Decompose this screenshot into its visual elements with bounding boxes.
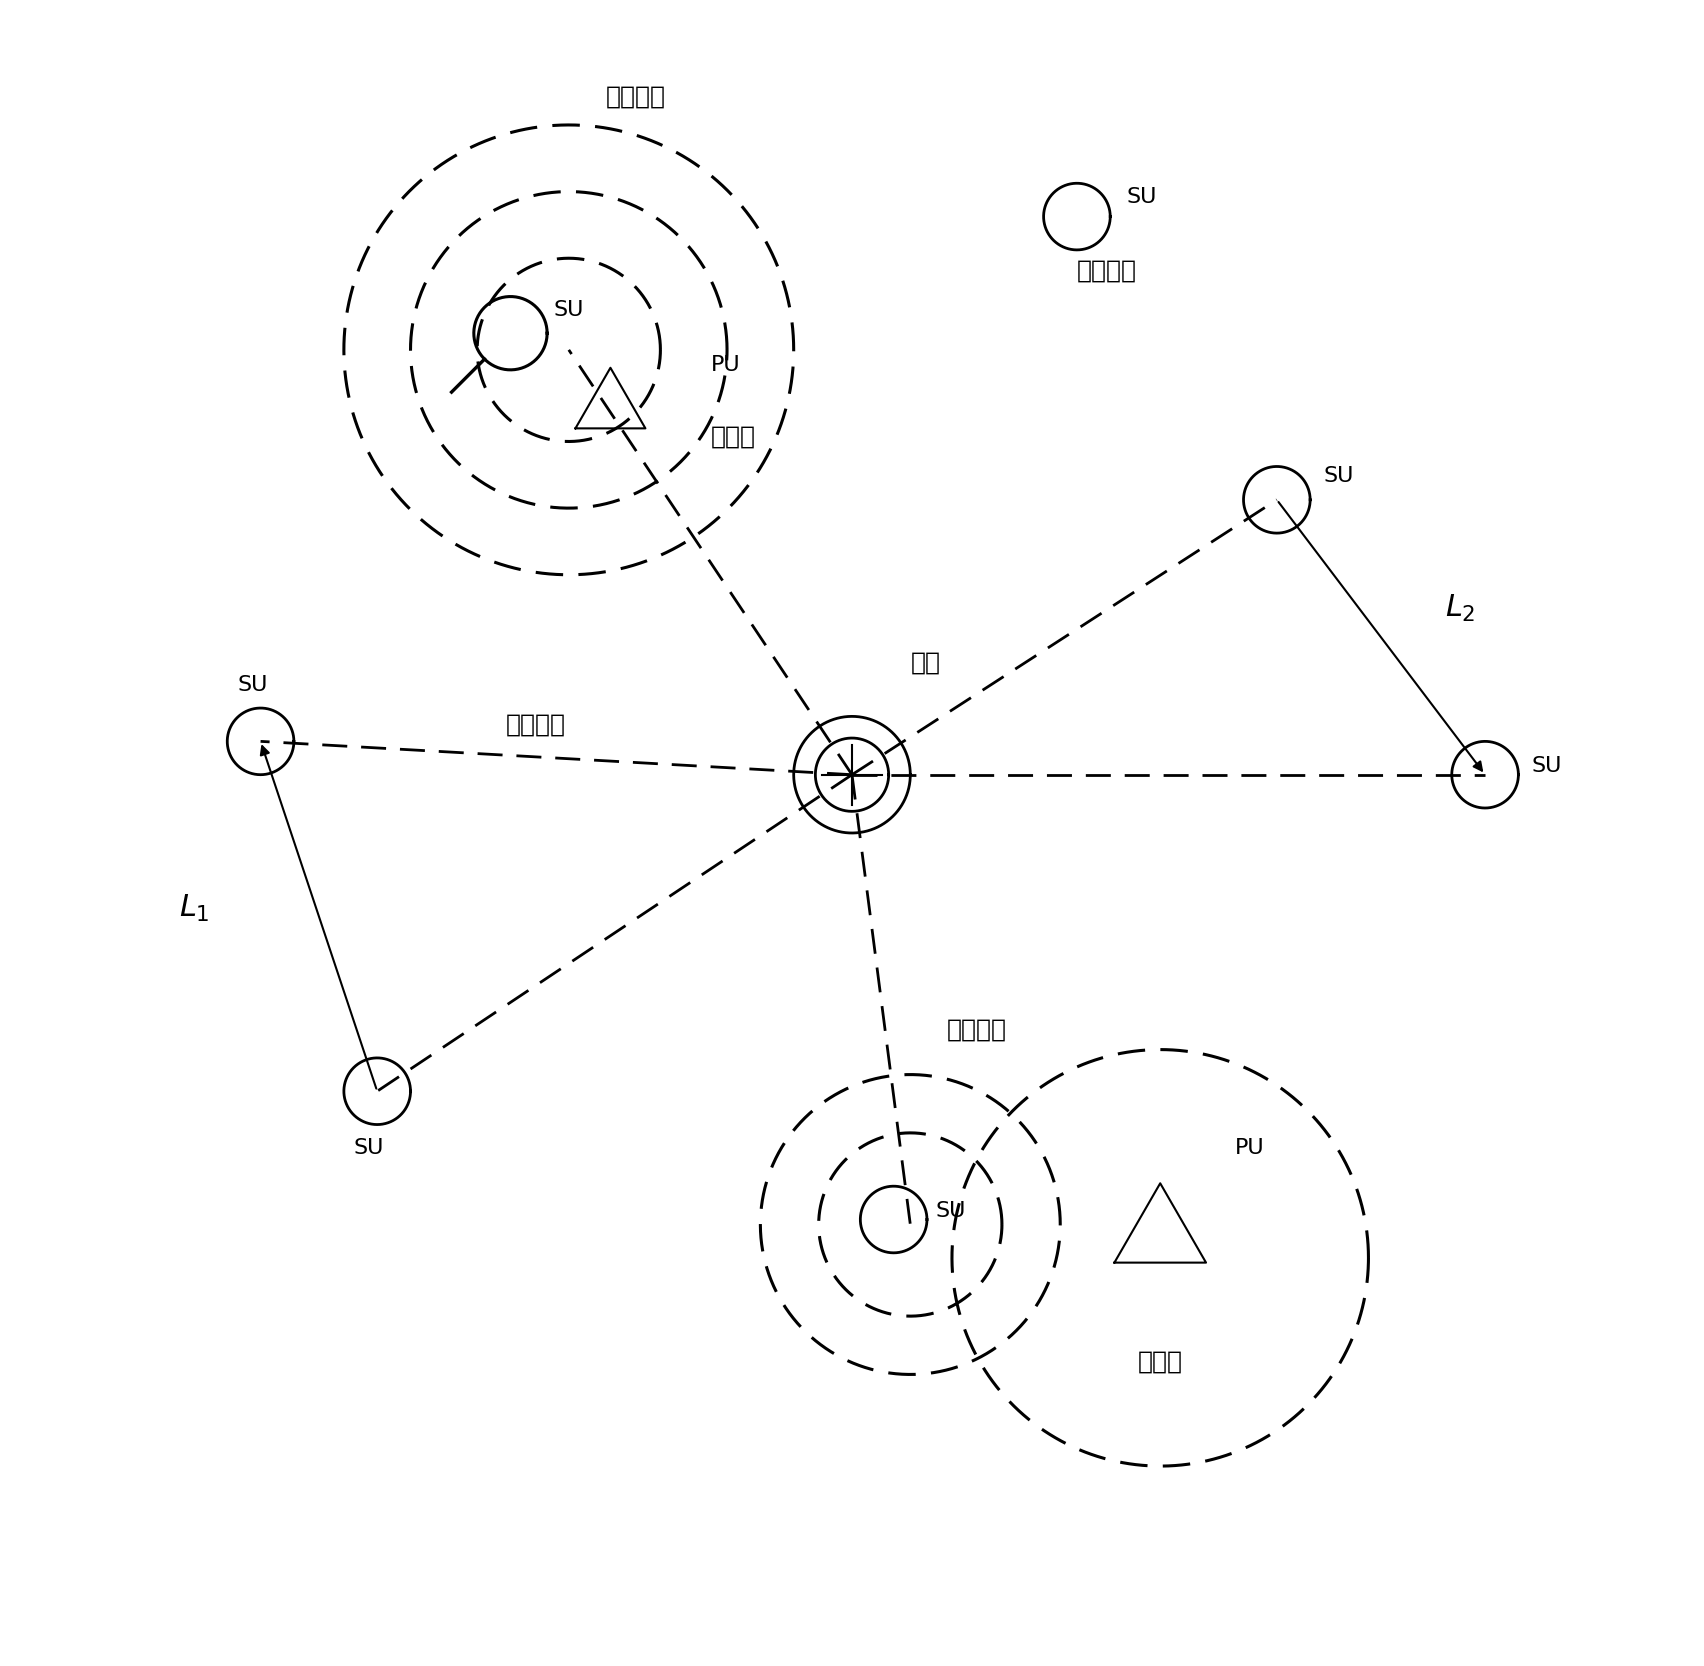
Text: SU: SU bbox=[354, 1138, 383, 1158]
Text: PU: PU bbox=[1235, 1138, 1264, 1158]
Text: 控制信道: 控制信道 bbox=[506, 713, 566, 736]
Text: 未工作: 未工作 bbox=[711, 425, 755, 448]
Text: $L_2$: $L_2$ bbox=[1445, 593, 1476, 623]
Text: $L_1$: $L_1$ bbox=[179, 893, 210, 923]
Text: 工作中: 工作中 bbox=[1138, 1349, 1183, 1373]
Text: 频谱感知: 频谱感知 bbox=[947, 1018, 1007, 1041]
Text: SU: SU bbox=[1532, 756, 1563, 776]
Text: SU: SU bbox=[554, 300, 584, 320]
Text: 频谱感知: 频谱感知 bbox=[605, 85, 666, 108]
Text: SU: SU bbox=[935, 1201, 966, 1221]
Text: 侦听信道: 侦听信道 bbox=[1077, 258, 1137, 282]
Text: SU: SU bbox=[1324, 466, 1355, 486]
Text: PU: PU bbox=[711, 355, 740, 375]
Text: SU: SU bbox=[237, 675, 268, 695]
Text: 基站: 基站 bbox=[910, 651, 941, 675]
Text: SU: SU bbox=[1126, 187, 1157, 207]
